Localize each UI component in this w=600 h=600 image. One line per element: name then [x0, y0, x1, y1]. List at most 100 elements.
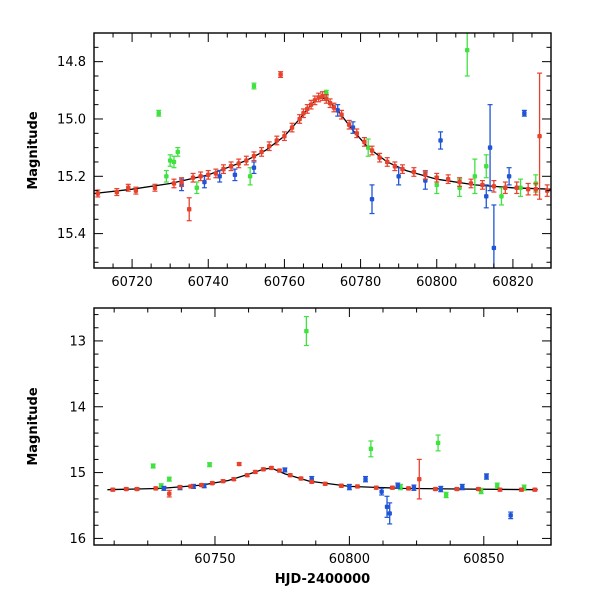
- blue-data-point: [411, 485, 417, 490]
- red-data-point: [445, 176, 451, 182]
- blue-data-point: [232, 172, 238, 178]
- red-data-point: [423, 172, 428, 178]
- red-data-point: [417, 476, 422, 482]
- red-data-point: [221, 166, 226, 172]
- red-data-point: [301, 111, 306, 116]
- red-data-point: [324, 96, 329, 102]
- green-data-point: [366, 145, 371, 150]
- red-data-point: [213, 171, 219, 176]
- red-data-point: [491, 184, 497, 189]
- red-data-point: [298, 476, 304, 481]
- red-data-point: [236, 161, 241, 166]
- red-data-point: [266, 144, 272, 149]
- green-data-point: [194, 185, 200, 190]
- red-data-point: [400, 166, 405, 172]
- red-data-point: [133, 188, 139, 193]
- blue-data-point: [491, 245, 497, 251]
- blue-data-point: [217, 174, 222, 179]
- red-data-point: [228, 164, 234, 169]
- red-data-point: [309, 479, 314, 484]
- bottom-panel-frame: [93, 307, 552, 546]
- red-data-point: [519, 487, 524, 492]
- red-data-point: [346, 122, 352, 127]
- blue-data-point: [438, 138, 443, 143]
- red-data-point: [179, 179, 184, 185]
- red-data-point: [433, 486, 438, 492]
- red-data-point: [244, 158, 249, 163]
- red-data-point: [327, 101, 333, 106]
- red-data-point: [468, 181, 474, 186]
- blue-data-point: [522, 111, 527, 116]
- green-data-point: [167, 158, 173, 163]
- red-data-point: [297, 116, 302, 122]
- green-data-point: [518, 185, 523, 190]
- red-data-point: [198, 174, 203, 179]
- red-data-point: [153, 486, 159, 491]
- x-tick-label: 60850: [463, 552, 504, 567]
- blue-data-point: [508, 513, 513, 518]
- top-panel-ylabel: Magnitude: [26, 111, 41, 190]
- blue-data-point: [347, 484, 352, 490]
- red-data-point: [95, 191, 101, 196]
- blue-data-point: [335, 108, 340, 113]
- blue-data-point: [484, 194, 489, 199]
- red-data-point: [392, 164, 398, 169]
- red-data-point: [362, 139, 367, 145]
- blue-data-point: [251, 165, 257, 170]
- bottom-panel-ylabel: Magnitude: [26, 387, 41, 466]
- red-data-point: [251, 154, 257, 159]
- red-data-point: [374, 485, 379, 490]
- red-data-point: [124, 486, 129, 492]
- top-panel-frame: [93, 32, 552, 269]
- red-data-point: [305, 106, 310, 112]
- red-data-point: [533, 186, 538, 192]
- x-tick-label: 60780: [340, 275, 381, 290]
- blue-data-point: [161, 486, 167, 491]
- red-data-point: [406, 486, 411, 491]
- red-data-point: [377, 155, 382, 160]
- top-panel-axes: 60720 60740 60760 60780 60800 60820 14.8 15.0 15…: [57, 32, 552, 290]
- blue-data-point: [379, 489, 384, 494]
- red-data-point: [355, 484, 360, 489]
- red-data-point: [167, 491, 172, 496]
- x-tick-label: 60760: [264, 275, 305, 290]
- red-data-point: [152, 185, 158, 190]
- green-data-point: [304, 328, 309, 334]
- blue-data-point: [395, 483, 400, 488]
- red-data-point: [369, 148, 375, 153]
- red-data-point: [134, 486, 140, 492]
- red-data-point: [331, 105, 337, 110]
- x-tick-label: 60800: [416, 275, 457, 290]
- green-data-point: [495, 483, 500, 488]
- red-data-point: [454, 486, 460, 492]
- red-data-point: [278, 72, 283, 77]
- green-data-point: [247, 174, 253, 179]
- green-data-point: [465, 47, 470, 53]
- green-data-point: [164, 174, 169, 179]
- red-data-point: [385, 159, 390, 165]
- red-data-point: [288, 473, 293, 478]
- y-tick-label: 14.8: [57, 55, 86, 70]
- y-tick-label: 15.2: [57, 170, 86, 185]
- red-data-point: [177, 484, 183, 490]
- red-data-point: [259, 149, 264, 155]
- red-data-point: [514, 185, 519, 190]
- top-panel: 60720 60740 60760 60780 60800 60820 14.8 15.0 15…: [26, 32, 552, 290]
- green-data-point: [472, 174, 478, 179]
- y-tick-label: 16: [69, 532, 86, 547]
- red-data-point: [457, 179, 462, 185]
- red-data-point: [390, 485, 395, 490]
- red-data-point: [114, 189, 120, 195]
- green-data-point: [435, 440, 441, 446]
- red-data-point: [476, 486, 481, 492]
- model-curve: [94, 96, 551, 195]
- red-data-point: [322, 481, 328, 486]
- blue-data-point: [484, 474, 489, 479]
- blue-data-point: [438, 486, 443, 492]
- x-tick-label: 60750: [194, 552, 235, 567]
- red-data-point: [277, 468, 282, 473]
- blue-data-point: [282, 467, 288, 473]
- top-panel-marks: [94, 33, 551, 268]
- green-data-point: [251, 83, 257, 89]
